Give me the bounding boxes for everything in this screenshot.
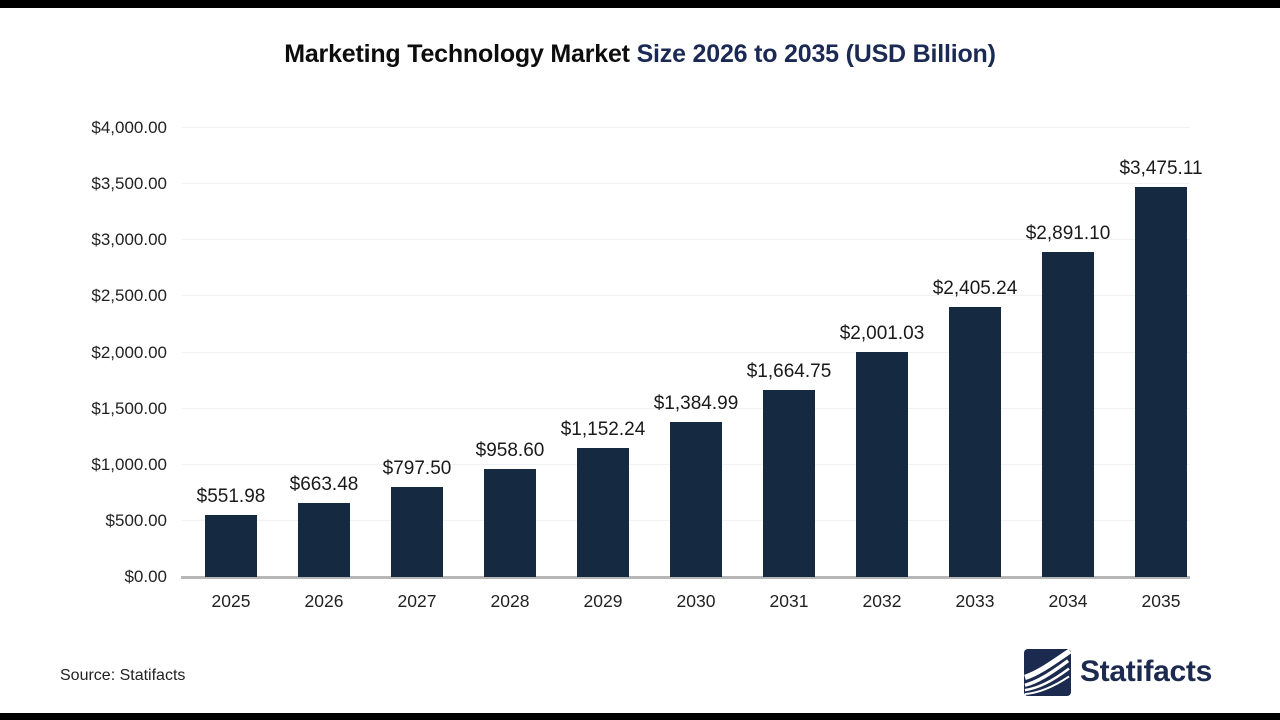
brand-name-text: Statifacts <box>1079 655 1212 688</box>
bar-2032 <box>856 352 908 577</box>
bar-2033 <box>949 307 1001 577</box>
bar-value-label: $1,384.99 <box>653 392 739 414</box>
x-tick-label: 2034 <box>1048 591 1088 611</box>
statifacts-waves-icon <box>1023 648 1072 696</box>
bar-value-label: $958.60 <box>475 440 545 462</box>
x-tick-label: 2026 <box>304 591 344 611</box>
y-tick-label: $4,000.00 <box>91 118 167 137</box>
plot-area: $0.00 $500.00 $1,000.00 $1,500.00 $2,000.00 $… <box>91 118 1202 611</box>
bar-2029 <box>577 447 629 577</box>
chart-title-navy-part: Size 2026 to 2035 (USD Billion) <box>636 40 996 68</box>
x-tick-label: 2035 <box>1141 591 1181 611</box>
gridline <box>181 183 1190 185</box>
bar-2031 <box>763 390 815 577</box>
x-tick-label: 2029 <box>583 591 623 611</box>
y-tick-label: $2,000.00 <box>91 342 167 362</box>
bar-value-label: $1,152.24 <box>560 418 646 440</box>
x-tick-label: 2031 <box>769 591 809 611</box>
gridline <box>181 351 1190 353</box>
x-tick-label: 2027 <box>397 591 437 611</box>
x-tick-label: 2028 <box>490 591 530 611</box>
gridline <box>181 127 1190 128</box>
x-tick-label: 2033 <box>955 591 995 611</box>
chart-title-black-part: Marketing Technology Market <box>284 40 637 68</box>
y-tick-label: $3,500.00 <box>91 174 167 194</box>
chart-title: Marketing Technology Market Size 2026 to… <box>0 40 1280 69</box>
source-note: Source: Statifacts <box>60 667 186 684</box>
bar-2026 <box>298 502 350 577</box>
x-tick-label: 2030 <box>676 591 716 611</box>
bar-value-label: $3,475.11 <box>1119 157 1203 179</box>
bar-value-label: $1,664.75 <box>746 361 832 383</box>
brand-logo: Statifacts <box>1023 648 1212 696</box>
bar-2027 <box>391 487 443 577</box>
bar-value-label: $2,891.10 <box>1025 223 1111 245</box>
bar-value-label: $551.98 <box>196 486 266 508</box>
bar-value-label: $797.50 <box>382 458 452 480</box>
y-tick-label: $3,000.00 <box>91 230 167 250</box>
bottom-black-strip <box>0 713 1280 720</box>
top-black-strip <box>0 0 1280 8</box>
y-tick-label: $1,500.00 <box>91 398 167 418</box>
bar-2025 <box>205 515 257 577</box>
x-tick-label: 2032 <box>862 591 902 611</box>
y-tick-label: $0.00 <box>124 567 167 586</box>
gridline <box>181 239 1190 241</box>
x-axis-line <box>181 576 1190 579</box>
bar-2030 <box>670 421 722 577</box>
gridline <box>181 295 1190 297</box>
bar-value-label: $663.48 <box>289 473 359 495</box>
x-tick-label: 2025 <box>211 591 251 611</box>
bar-2034 <box>1042 252 1094 577</box>
bar-2035 <box>1135 186 1187 577</box>
y-tick-label: $2,500.00 <box>91 286 167 306</box>
bar-2028 <box>484 469 536 577</box>
y-tick-label: $500.00 <box>105 510 167 530</box>
y-tick-label: $1,000.00 <box>91 454 167 474</box>
bar-value-label: $2,405.24 <box>932 278 1018 300</box>
gridline <box>181 407 1190 409</box>
bar-value-label: $2,001.03 <box>839 323 925 345</box>
